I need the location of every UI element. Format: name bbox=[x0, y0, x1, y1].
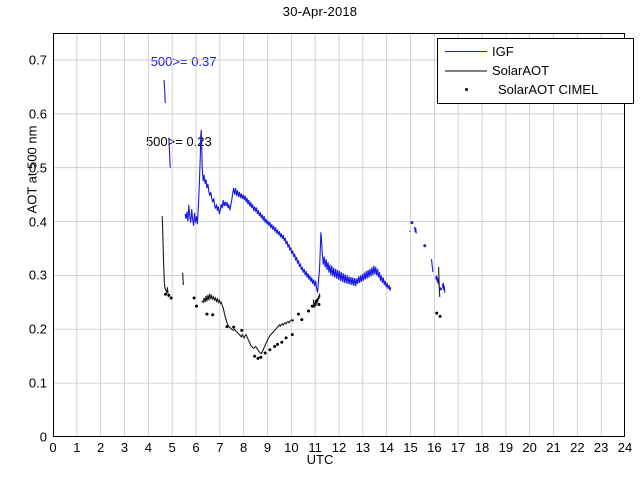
x-tick-label: 8 bbox=[240, 440, 248, 455]
series-point-solaraot-cimel bbox=[268, 348, 272, 352]
x-tick-label: 9 bbox=[263, 440, 272, 455]
series-point-solaraot-cimel bbox=[211, 313, 215, 317]
series-line-igf bbox=[413, 226, 417, 234]
series-point-igf bbox=[410, 221, 414, 225]
series-point-solaraot-cimel bbox=[205, 312, 209, 316]
y-tick-label: 0 bbox=[39, 429, 47, 445]
legend-item-solaraot-cimel[interactable]: SolarAOT CIMEL bbox=[444, 80, 627, 99]
series-point-solaraot-cimel bbox=[290, 333, 294, 337]
legend-line-icon bbox=[444, 69, 488, 72]
y-tick-label: 0.7 bbox=[28, 52, 47, 68]
x-tick-label: 22 bbox=[570, 440, 585, 455]
series-point-igf bbox=[423, 244, 427, 248]
y-tick-label: 0.5 bbox=[28, 160, 47, 176]
series-point-solaraot-cimel bbox=[310, 304, 314, 308]
series-line-igf bbox=[441, 282, 446, 293]
y-tick-label: 0.1 bbox=[28, 375, 47, 391]
plot-frame bbox=[53, 33, 625, 437]
annotation-text: 500>= 0.37 bbox=[150, 53, 217, 69]
x-tick-label: 19 bbox=[498, 440, 514, 455]
legend[interactable]: IGF SolarAOT SolarAOT CIMEL bbox=[437, 38, 634, 104]
series-line-solaraot bbox=[161, 216, 169, 296]
series-point-solaraot-cimel bbox=[259, 355, 263, 359]
chart-title: 30-Apr-2018 bbox=[282, 4, 358, 19]
x-tick-label: 0 bbox=[49, 440, 57, 455]
series-point-solaraot-cimel bbox=[253, 354, 257, 358]
series-point-solaraot-cimel bbox=[192, 296, 196, 300]
x-tick-label: 15 bbox=[403, 440, 418, 455]
x-tick-label: 13 bbox=[355, 440, 371, 455]
series-line-igf bbox=[168, 137, 171, 168]
legend-item-label: SolarAOT CIMEL bbox=[498, 82, 599, 97]
legend-item-igf[interactable]: IGF bbox=[444, 42, 627, 61]
series-point-solaraot-cimel bbox=[296, 312, 300, 316]
series-line-igf bbox=[163, 79, 166, 104]
x-tick-label: 24 bbox=[617, 440, 633, 455]
y-tick-label: 0.3 bbox=[28, 267, 47, 283]
series-point-solaraot-cimel bbox=[306, 309, 310, 313]
y-tick-label: 0.4 bbox=[28, 214, 47, 230]
series-point-solaraot-cimel bbox=[256, 356, 260, 360]
legend-item-solaraot[interactable]: SolarAOT bbox=[444, 61, 627, 80]
annotation-igf-mean: 500>= 0.37 bbox=[151, 54, 217, 69]
series-line-solaraot bbox=[201, 293, 295, 355]
series-point-solaraot-cimel bbox=[263, 351, 267, 355]
data-series-layer bbox=[161, 79, 446, 360]
x-tick-label: 3 bbox=[120, 440, 129, 455]
series-point-solaraot-cimel bbox=[276, 342, 280, 346]
series-point-solaraot-cimel bbox=[163, 292, 167, 296]
x-tick-label: 5 bbox=[168, 440, 176, 455]
series-point-solaraot-cimel bbox=[284, 336, 288, 340]
x-tick-label: 18 bbox=[474, 440, 490, 455]
x-tick-label: 11 bbox=[308, 440, 322, 455]
series-point-solaraot-cimel bbox=[225, 325, 229, 329]
series-point-solaraot-cimel bbox=[435, 311, 439, 315]
plot-canvas bbox=[53, 33, 625, 437]
series-point-solaraot-cimel bbox=[438, 314, 442, 318]
x-tick-label: 10 bbox=[284, 440, 299, 455]
series-point-solaraot-cimel bbox=[314, 299, 318, 303]
x-tick-label: 2 bbox=[97, 440, 105, 455]
legend-dot-icon bbox=[444, 88, 488, 91]
legend-line-icon bbox=[444, 51, 488, 52]
y-tick-label: 0.2 bbox=[28, 321, 47, 337]
series-line-solaraot bbox=[182, 272, 184, 286]
legend-item-label: IGF bbox=[492, 44, 514, 59]
x-tick-label: 6 bbox=[192, 440, 200, 455]
series-point-solaraot-cimel bbox=[194, 304, 198, 308]
x-axis-label: UTC bbox=[306, 452, 334, 467]
x-tick-label: 7 bbox=[216, 440, 224, 455]
x-tick-label: 23 bbox=[593, 440, 609, 455]
series-line-solaraot bbox=[438, 266, 441, 297]
x-tick-label: 17 bbox=[450, 440, 466, 455]
series-point-solaraot-cimel bbox=[169, 296, 173, 300]
series-point-solaraot-cimel bbox=[240, 328, 244, 332]
x-tick-label: 4 bbox=[144, 440, 152, 455]
x-tick-label: 1 bbox=[73, 440, 81, 455]
series-line-igf bbox=[430, 259, 434, 273]
x-tick-label: 12 bbox=[331, 440, 347, 455]
series-line-solaraot bbox=[312, 293, 321, 308]
series-point-solaraot-cimel bbox=[317, 302, 321, 306]
x-tick-label: 20 bbox=[522, 440, 537, 455]
legend-item-label: SolarAOT bbox=[492, 63, 550, 78]
x-tick-label: 21 bbox=[546, 440, 561, 455]
series-point-solaraot-cimel bbox=[273, 345, 277, 348]
x-tick-label: 16 bbox=[427, 440, 442, 455]
annotation-text: 500>= 0.23 bbox=[145, 134, 212, 150]
plot-area bbox=[53, 33, 625, 437]
grid-lines bbox=[53, 33, 625, 437]
series-point-solaraot-cimel bbox=[300, 318, 304, 322]
series-point-solaraot-cimel bbox=[167, 293, 171, 297]
series-point-solaraot-cimel bbox=[280, 340, 284, 344]
annotation-solaraot-mean: 500>= 0.23 bbox=[146, 134, 212, 149]
y-tick-label: 0.6 bbox=[28, 106, 47, 122]
series-point-solaraot-cimel bbox=[232, 325, 236, 329]
series-line-igf bbox=[184, 129, 392, 293]
x-tick-label: 14 bbox=[379, 440, 394, 455]
